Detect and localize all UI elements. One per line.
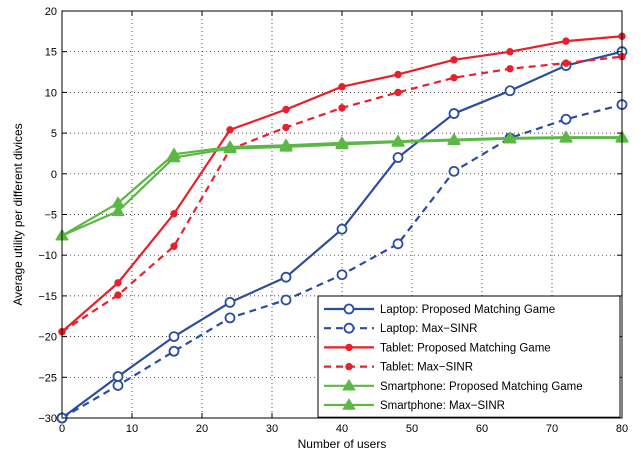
data-point <box>112 371 124 382</box>
data-point <box>223 142 237 154</box>
legend-label: Laptop: Proposed Matching Game <box>380 304 555 316</box>
data-point <box>112 380 124 391</box>
legend-label: Tablet: Max−SINR <box>380 362 473 374</box>
legend-entry: Tablet: Max−SINR <box>324 362 473 374</box>
legend-entry: Tablet: Proposed Matching Game <box>324 342 551 354</box>
x-tick-label: 70 <box>546 423 558 435</box>
x-tick-label: 60 <box>476 423 488 435</box>
data-point <box>394 70 402 79</box>
legend-entry: Laptop: Max−SINR <box>324 322 477 335</box>
data-point <box>226 126 234 134</box>
x-tick-label: 30 <box>266 423 278 435</box>
y-tick-label: 0 <box>51 169 57 181</box>
legend: Laptop: Proposed Matching Game Laptop: Ma… <box>317 295 621 418</box>
data-point <box>338 83 346 91</box>
data-point <box>338 104 346 112</box>
data-point <box>503 132 517 144</box>
y-tick-label: −5 <box>44 210 57 222</box>
y-tick-label: −20 <box>38 332 57 344</box>
data-point <box>224 312 236 324</box>
data-point <box>170 209 178 218</box>
y-tick-label: −25 <box>38 372 57 384</box>
legend-entry: Laptop: Proposed Matching Game <box>324 303 555 316</box>
data-point <box>450 74 458 82</box>
data-point <box>114 291 122 299</box>
data-point <box>392 238 404 250</box>
legend-entry: Smartphone: Max−SINR <box>324 398 505 412</box>
y-axis-label: Average utility per different divices <box>11 123 25 305</box>
series-laptop-max-sinr <box>56 99 628 424</box>
series-smartphone-max-sinr <box>55 131 629 241</box>
data-point <box>504 85 516 97</box>
series-line <box>61 55 623 333</box>
legend-box <box>317 295 621 418</box>
data-point <box>167 151 181 163</box>
data-point <box>394 88 402 97</box>
legend-entry: Smartphone: Proposed Matching Game <box>324 379 583 393</box>
y-tick-label: −10 <box>38 250 57 262</box>
legend-label: Tablet: Proposed Matching Game <box>380 342 551 354</box>
axis-ticks: 0 10 20 30 40 50 60 70 80 −30 −25 −20 −15 −10 −5 0 5 10 15… <box>38 6 628 435</box>
x-tick-label: 20 <box>196 423 208 435</box>
x-tick-label: 50 <box>406 423 418 435</box>
data-point <box>282 123 290 132</box>
y-tick-label: 10 <box>45 87 57 99</box>
legend-label: Smartphone: Proposed Matching Game <box>380 381 583 393</box>
series-layer <box>55 32 629 424</box>
data-point <box>391 135 405 147</box>
y-tick-label: 15 <box>45 47 57 59</box>
data-point <box>170 242 178 250</box>
data-point <box>168 331 180 343</box>
legend-marker <box>342 398 356 410</box>
data-point <box>224 297 236 308</box>
data-point <box>448 108 460 119</box>
x-tick-label: 10 <box>126 423 138 435</box>
data-point <box>336 223 348 235</box>
data-point <box>279 140 293 152</box>
legend-marker <box>343 322 355 334</box>
data-point <box>559 131 573 143</box>
y-tick-label: −30 <box>38 413 57 425</box>
legend-marker <box>343 303 355 315</box>
y-tick-label: 5 <box>51 128 57 140</box>
series-line <box>61 136 622 237</box>
y-tick-label: −15 <box>38 291 57 303</box>
data-point <box>114 279 122 287</box>
data-point <box>336 269 348 281</box>
legend-label: Laptop: Max−SINR <box>380 323 477 335</box>
data-point <box>111 204 125 216</box>
legend-label: Smartphone: Max−SINR <box>380 400 505 412</box>
data-point <box>280 271 292 283</box>
x-tick-label: 80 <box>616 423 628 435</box>
x-tick-label: 40 <box>336 423 348 435</box>
x-axis-label: Number of users <box>298 437 387 451</box>
legend-marker <box>345 343 353 352</box>
data-point <box>506 65 514 73</box>
data-point <box>450 56 458 64</box>
data-point <box>562 59 570 67</box>
data-point <box>448 165 460 177</box>
data-point <box>335 137 349 150</box>
data-point <box>447 133 461 146</box>
data-point <box>392 152 404 163</box>
legend-marker <box>342 379 356 391</box>
legend-marker <box>345 362 353 371</box>
y-tick-label: 20 <box>45 6 57 18</box>
data-point <box>506 48 514 56</box>
data-point <box>562 37 570 45</box>
data-point <box>560 113 572 125</box>
data-point <box>280 294 292 306</box>
x-tick-label: 0 <box>59 423 65 435</box>
data-point <box>282 105 290 114</box>
data-point <box>168 345 180 357</box>
